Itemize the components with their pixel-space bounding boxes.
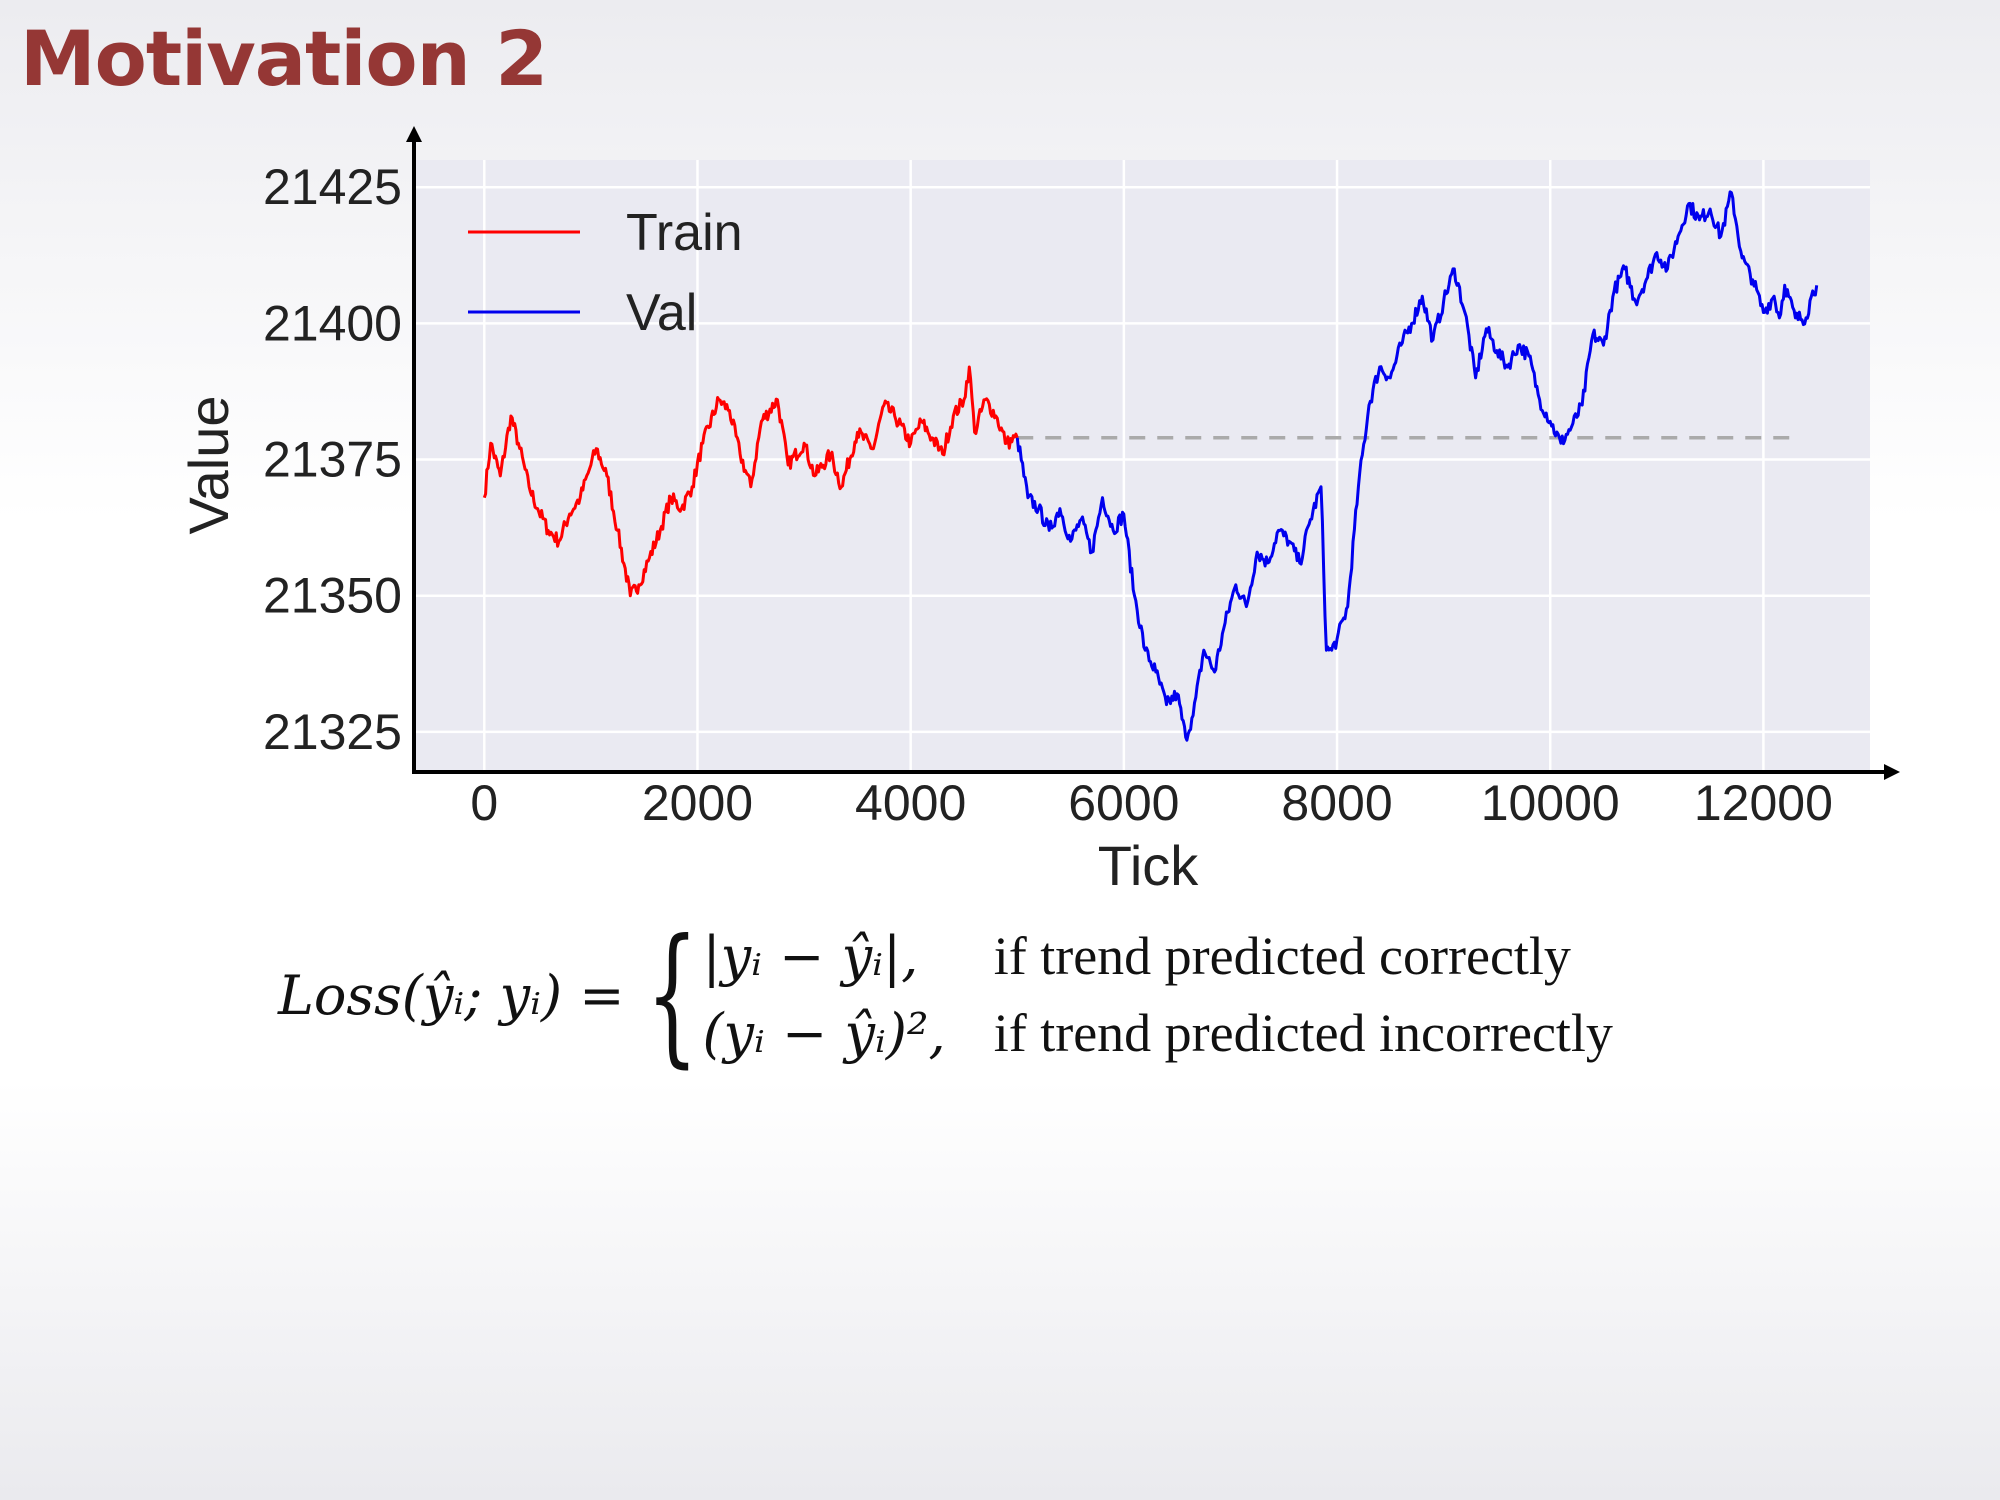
line-chart: 0 2000 4000 6000 8000 10000 12000 21325 21350 213… [177,126,1900,897]
formula-cases: |yᵢ − ŷᵢ|, if trend predicted correctly … [702,925,1612,1065]
case-1-condition: if trend predicted correctly [993,926,1571,986]
x-axis-arrow [1884,764,1900,780]
y-tick-label: 21350 [263,568,402,624]
case-2-expression: (yᵢ − ŷᵢ)², [702,1002,946,1065]
y-tick-label: 21325 [263,704,402,760]
x-tick-label: 0 [470,775,498,831]
x-tick-label: 4000 [855,775,966,831]
y-axis-arrow [406,126,422,142]
series-line-train [482,365,1019,598]
loss-formula: Loss(ŷᵢ; yᵢ) = { |yᵢ − ŷᵢ|, if trend pre… [278,920,1613,1070]
case-2-condition: if trend predicted incorrectly [993,1003,1613,1063]
grid-lines [415,160,1870,770]
plot-area [415,160,1870,770]
legend-label-val: Val [626,284,697,342]
x-tick-label: 6000 [1068,775,1179,831]
formula-lhs: Loss(ŷᵢ; yᵢ) = [278,963,625,1027]
x-tick-label: 12000 [1694,775,1833,831]
y-tick-label: 21425 [263,159,402,215]
tick-labels: 0 2000 4000 6000 8000 10000 12000 21325 21350 213… [263,159,1833,831]
case-1-expression: |yᵢ − ŷᵢ|, [702,925,919,988]
y-axis-label: Value [177,395,240,534]
cases-brace: { [646,908,699,1082]
y-tick-label: 21375 [263,432,402,488]
legend: Train Val [468,204,743,342]
x-tick-label: 8000 [1281,775,1392,831]
x-tick-label: 10000 [1481,775,1620,831]
x-tick-label: 2000 [642,775,753,831]
y-tick-label: 21400 [263,295,402,351]
axes [406,126,1900,780]
legend-label-train: Train [626,204,743,262]
slide-title: Motivation 2 [20,14,548,103]
series-line-val [1015,190,1819,742]
series-group [482,190,1819,742]
x-axis-label: Tick [1098,834,1200,897]
